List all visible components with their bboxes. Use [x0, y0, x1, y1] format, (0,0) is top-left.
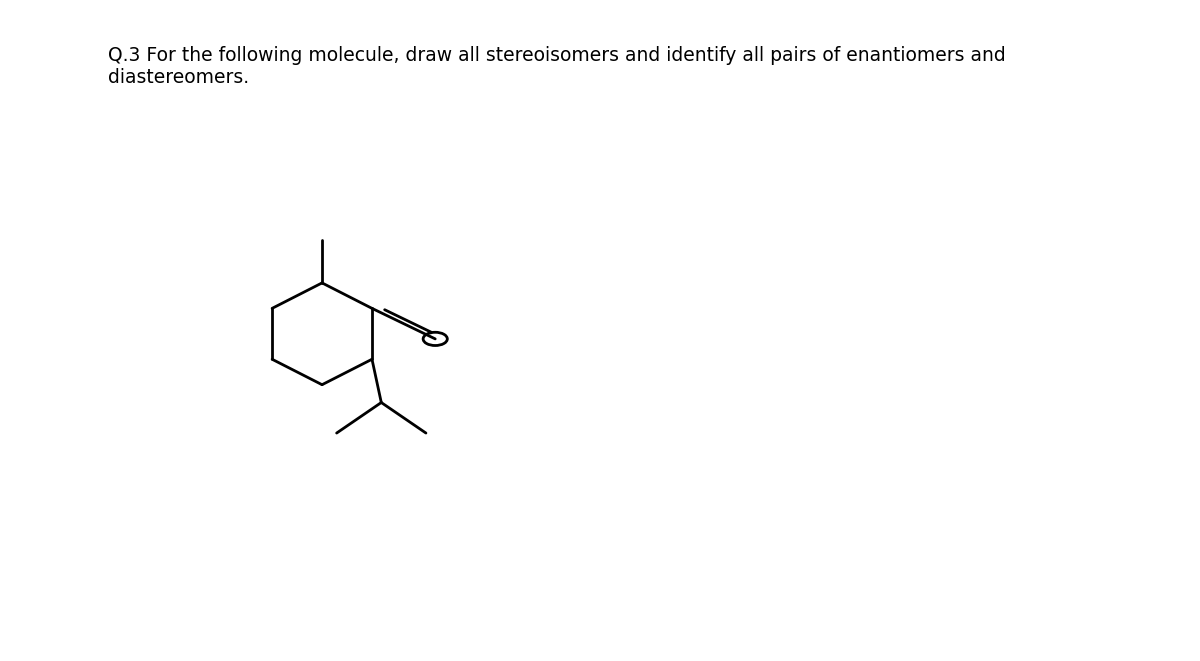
Text: Q.3 For the following molecule, draw all stereoisomers and identify all pairs of: Q.3 For the following molecule, draw all… [108, 46, 1006, 87]
